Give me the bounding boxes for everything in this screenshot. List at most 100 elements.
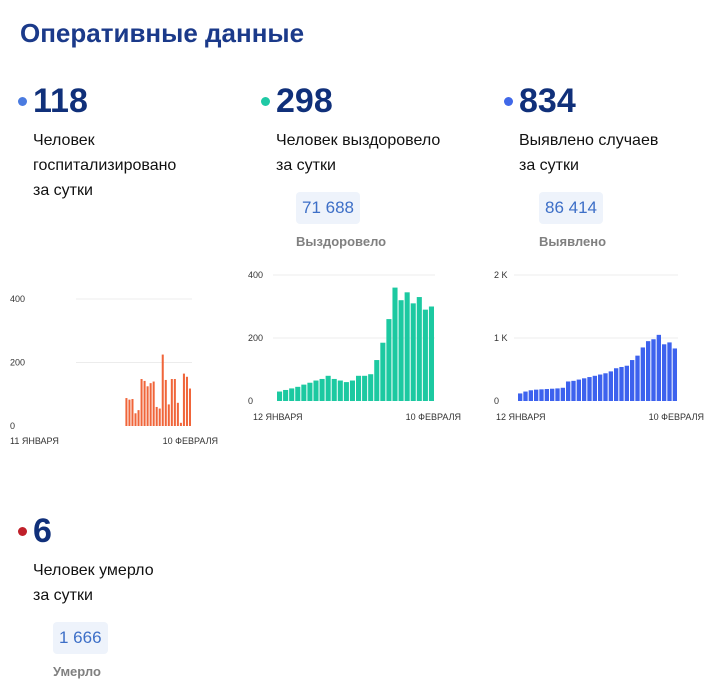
bar: [188, 388, 191, 426]
y-tick-label: 400: [248, 270, 263, 280]
desc-line: Человек умерло: [33, 562, 154, 579]
bar: [528, 390, 533, 401]
deaths-description: Человек умерло за сутки: [33, 558, 154, 608]
bar: [343, 382, 349, 401]
bar: [555, 388, 560, 401]
bar: [640, 347, 645, 401]
bar: [619, 366, 624, 401]
bar: [576, 379, 581, 401]
bar: [550, 388, 555, 402]
desc-line: за сутки: [276, 157, 336, 174]
bar: [651, 339, 656, 401]
bar: [319, 378, 325, 401]
desc-line: за сутки: [33, 182, 93, 199]
bar: [635, 355, 640, 401]
bar: [598, 374, 603, 401]
bar: [140, 379, 143, 426]
bar: [158, 408, 161, 426]
bar: [155, 406, 158, 426]
bar: [283, 389, 289, 401]
bar: [125, 398, 128, 426]
y-tick-label: 400: [10, 294, 25, 304]
y-tick-label: 0: [494, 396, 499, 406]
deaths-total-badge: 1 666: [53, 622, 108, 654]
bar: [380, 342, 386, 401]
y-tick-label: 0: [10, 421, 15, 431]
bar: [404, 292, 410, 401]
bar: [608, 371, 613, 401]
y-tick-label: 200: [10, 358, 25, 368]
bar: [656, 334, 661, 401]
bar: [313, 380, 319, 402]
bar: [146, 386, 149, 426]
bar: [149, 383, 152, 426]
x-tick-label: 11 ЯНВАРЯ: [10, 436, 59, 446]
bar: [422, 309, 428, 401]
detected-total-label: Выявлено: [539, 234, 607, 249]
y-tick-label: 200: [248, 333, 263, 343]
y-tick-label: 1 K: [494, 333, 508, 343]
bullet-dot-icon: [18, 96, 27, 106]
bar: [349, 380, 355, 402]
bar: [289, 388, 295, 401]
x-tick-label: 10 ФЕВРАЛЯ: [163, 436, 218, 446]
bar: [185, 376, 188, 426]
bar: [176, 402, 179, 426]
bar: [672, 348, 677, 401]
stat-hospitalized: 118 Человек госпитализировано за сутки: [18, 84, 176, 203]
desc-line: за сутки: [519, 157, 579, 174]
desc-line: Выявлено случаев: [519, 132, 659, 149]
bar: [134, 413, 137, 426]
bar: [566, 381, 571, 401]
bar: [128, 399, 131, 426]
desc-line: Человек: [33, 132, 95, 149]
bar: [624, 365, 629, 401]
bar: [362, 375, 368, 401]
bar: [571, 380, 576, 401]
bar: [398, 300, 404, 401]
page-title: Оперативные данные: [20, 18, 305, 48]
bar: [662, 344, 667, 401]
hospitalized-description: Человек госпитализировано за сутки: [33, 128, 176, 203]
bar: [587, 377, 592, 401]
recovered-count: 298: [276, 82, 333, 120]
x-tick-label: 10 ФЕВРАЛЯ: [649, 412, 704, 422]
bar: [331, 378, 337, 401]
bar: [131, 399, 134, 426]
bar: [560, 387, 565, 401]
bar: [428, 306, 434, 401]
deaths-count: 6: [33, 512, 52, 550]
bar: [182, 373, 185, 426]
bullet-dot-icon: [261, 96, 270, 106]
hospitalized-count: 118: [33, 82, 88, 120]
recovered-bar-chart: 0 200 400 12 ЯНВАРЯ 10 ФЕВРАЛЯ: [248, 270, 461, 422]
bar: [277, 391, 283, 401]
bar: [534, 389, 539, 401]
bar: [646, 341, 651, 401]
x-tick-label: 12 ЯНВАРЯ: [253, 412, 303, 422]
bar: [161, 354, 164, 426]
bullet-dot-icon: [504, 96, 513, 106]
bar: [164, 379, 167, 426]
x-tick-label: 10 ФЕВРАЛЯ: [406, 412, 461, 422]
bar: [167, 404, 170, 426]
hospitalized-bar-chart: 0 200 400 11 ЯНВАРЯ 10 ФЕВРАЛЯ: [10, 294, 218, 446]
bullet-dot-icon: [18, 526, 27, 536]
bar: [582, 378, 587, 401]
bar: [295, 386, 301, 402]
bar: [592, 375, 597, 401]
desc-line: за сутки: [33, 587, 93, 604]
bar: [630, 360, 635, 401]
bar: [368, 374, 374, 401]
detected-bar-chart: 0 1 K 2 K 12 ЯНВАРЯ 10 ФЕВРАЛЯ: [494, 270, 704, 422]
bar: [170, 379, 173, 426]
deaths-total-label: Умерло: [53, 664, 101, 679]
bar: [416, 297, 422, 401]
bar: [337, 380, 343, 402]
bar: [410, 303, 416, 401]
stat-deaths: 6 Человек умерло за сутки 1 666 Умерло: [18, 514, 154, 679]
bar: [544, 389, 549, 401]
stat-detected: 834 Выявлено случаев за сутки 86 414 Выя…: [504, 84, 658, 249]
recovered-description: Человек выздоровело за сутки: [276, 128, 440, 178]
bar: [539, 389, 544, 401]
